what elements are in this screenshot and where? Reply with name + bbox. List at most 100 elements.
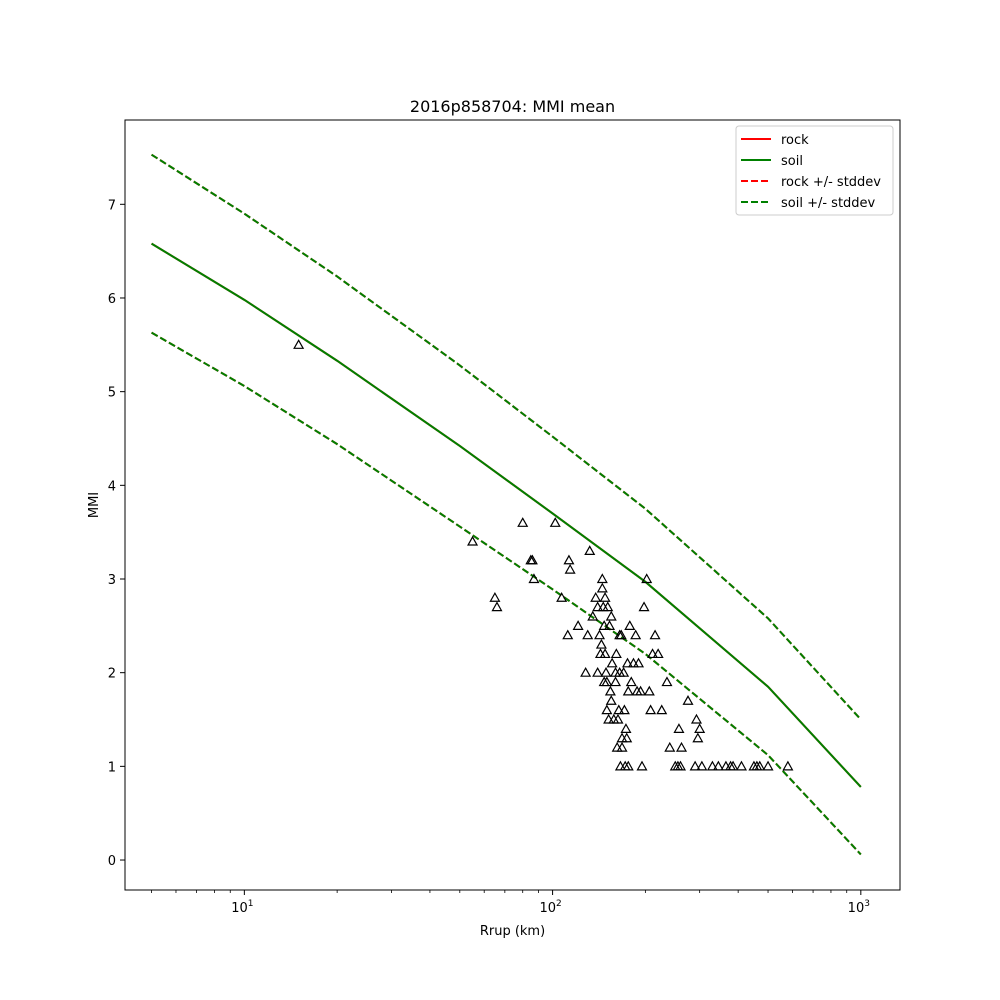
data-point xyxy=(562,629,574,640)
data-point xyxy=(690,713,703,724)
y-tick-label: 7 xyxy=(108,198,116,213)
data-point xyxy=(645,704,657,715)
data-point xyxy=(694,723,706,733)
y-tick-label: 0 xyxy=(108,854,116,869)
data-point xyxy=(526,554,538,565)
axes-frame xyxy=(124,119,901,891)
y-tick-label: 4 xyxy=(108,479,116,494)
y-axis-label: MMI xyxy=(87,492,102,518)
data-point xyxy=(601,676,613,687)
data-point xyxy=(782,760,794,771)
y-tick-label: 1 xyxy=(108,760,116,775)
data-point xyxy=(609,676,622,687)
data-point xyxy=(592,666,604,677)
x-tick-label: 101 xyxy=(231,899,253,916)
data-point xyxy=(727,760,739,771)
data-point xyxy=(689,760,701,771)
data-point xyxy=(621,732,633,743)
data-point xyxy=(606,657,618,668)
data-point xyxy=(649,629,661,640)
data-point xyxy=(517,517,529,527)
data-point xyxy=(293,339,305,349)
data-point xyxy=(556,592,568,602)
data-point xyxy=(618,704,630,715)
data-point xyxy=(599,648,611,659)
data-point xyxy=(563,554,575,565)
data-point xyxy=(632,657,645,668)
data-point xyxy=(599,592,611,602)
data-point xyxy=(652,648,664,659)
series-line-soil-1 xyxy=(151,242,862,788)
data-point xyxy=(594,629,606,640)
data-point xyxy=(616,741,628,752)
data-point xyxy=(596,573,608,584)
data-point xyxy=(467,535,479,546)
data-point xyxy=(595,638,607,649)
data-point xyxy=(696,760,708,771)
data-point xyxy=(618,666,630,677)
data-point xyxy=(643,685,655,696)
data-point xyxy=(590,592,602,602)
data-point xyxy=(674,760,687,771)
x-tick-label: 103 xyxy=(848,899,870,916)
data-point xyxy=(621,657,634,668)
legend-label: rock xyxy=(781,133,809,148)
data-point xyxy=(656,704,668,715)
x-tick-label: 102 xyxy=(539,899,561,916)
data-point xyxy=(572,620,584,630)
y-tick-label: 5 xyxy=(108,386,116,401)
data-point xyxy=(622,685,634,696)
data-point xyxy=(489,592,501,602)
data-point xyxy=(682,695,694,705)
data-point xyxy=(712,760,724,771)
legend-label: rock +/- stddev xyxy=(781,175,881,190)
data-point xyxy=(675,741,688,752)
legend-label: soil xyxy=(781,154,803,169)
data-point xyxy=(647,648,659,659)
plot-area xyxy=(151,153,862,856)
data-point xyxy=(582,629,594,640)
data-point xyxy=(605,610,617,621)
data-point xyxy=(491,601,503,612)
data-point xyxy=(602,601,614,612)
y-tick-label: 3 xyxy=(108,573,116,588)
data-point xyxy=(612,713,624,724)
series-line-soil-stddev-5 xyxy=(151,331,862,856)
data-point xyxy=(596,582,608,593)
data-point xyxy=(624,620,636,630)
data-point xyxy=(636,760,648,771)
data-point xyxy=(601,704,613,715)
data-point xyxy=(603,620,616,630)
chart-title: 2016p858704: MMI mean xyxy=(410,97,615,116)
axes: 101 102 103 0 1 2 3 4 5 6 7 xyxy=(108,119,901,916)
data-point xyxy=(549,517,561,527)
y-tick-label: 6 xyxy=(108,292,116,307)
data-point xyxy=(673,723,685,733)
data-point xyxy=(638,601,650,612)
data-point xyxy=(598,620,610,630)
data-point xyxy=(613,704,625,715)
data-point xyxy=(592,601,604,612)
data-point xyxy=(635,685,647,696)
legend-box xyxy=(735,125,894,216)
data-point xyxy=(604,685,616,696)
data-point xyxy=(620,723,632,733)
legend: rock soil rock +/- stddev soil +/- stddev xyxy=(735,125,894,216)
data-point xyxy=(664,741,676,752)
data-point xyxy=(564,563,576,574)
y-tick-label: 2 xyxy=(108,667,116,682)
data-point xyxy=(641,573,653,584)
data-point xyxy=(735,760,747,771)
data-point xyxy=(610,648,622,659)
data-point xyxy=(622,760,634,771)
data-point xyxy=(625,676,637,687)
legend-label: soil +/- stddev xyxy=(781,196,876,211)
data-point xyxy=(584,545,596,555)
data-point xyxy=(661,676,673,687)
data-point xyxy=(762,760,774,771)
plot-clip-group xyxy=(151,153,862,856)
data-point xyxy=(600,666,612,677)
data-point xyxy=(587,610,599,621)
data-point xyxy=(754,760,766,771)
